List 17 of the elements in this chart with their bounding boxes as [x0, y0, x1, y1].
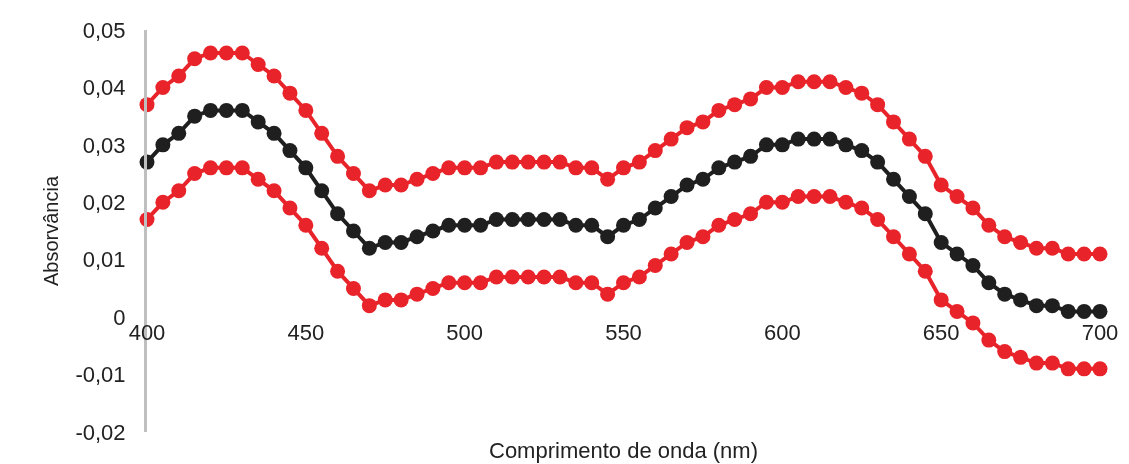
x-tick-label: 700 — [1081, 320, 1119, 346]
x-tick-label: 550 — [605, 320, 642, 346]
x-tick-label: 600 — [763, 320, 801, 346]
y-tick-label: 0 — [113, 304, 126, 330]
y-tick-label: -0,01 — [75, 362, 126, 388]
x-tick-label: 650 — [922, 320, 960, 346]
x-tick-label: 450 — [287, 320, 325, 346]
y-tick-label: 0,04 — [82, 75, 126, 101]
y-tick-label: 0,03 — [82, 132, 126, 158]
x-tick-label: 500 — [446, 320, 484, 346]
x-axis-title: Comprimento de onda (nm) — [489, 438, 759, 463]
y-tick-label: 0,02 — [82, 189, 126, 215]
y-tick-label: 0,01 — [82, 247, 126, 273]
y-axis-title: Absorvância — [39, 175, 62, 287]
y-tick-label: 0,05 — [82, 17, 126, 43]
x-tick-label: 400 — [128, 320, 166, 346]
y-tick-label: -0,02 — [75, 419, 126, 445]
